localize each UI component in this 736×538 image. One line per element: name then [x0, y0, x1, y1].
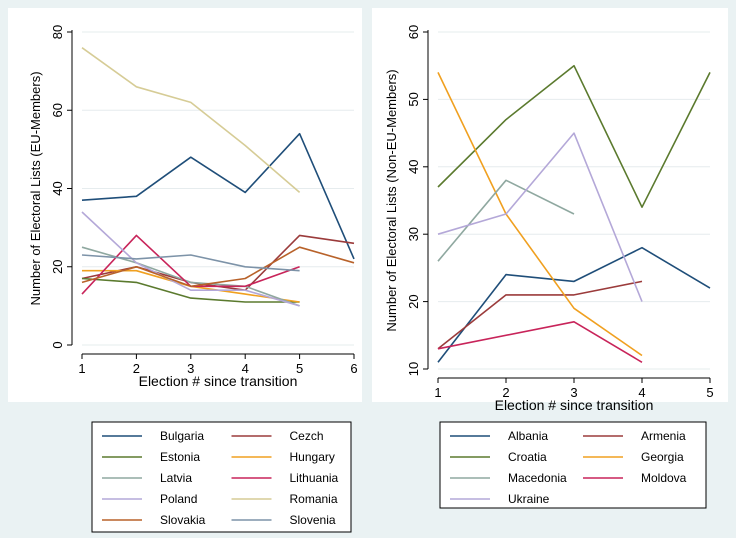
x-tick-label: 3	[187, 361, 194, 376]
legend-label: Macedonia	[508, 471, 567, 485]
series-line-slovakia	[81, 246, 355, 288]
chart-panel-2: 10 20 30 40 50 60 1 2 3 4 5 Election # since transi…	[372, 8, 728, 509]
x-tick-label: 6	[350, 361, 357, 376]
x-tick-label: 1	[78, 361, 85, 376]
chart-panel-1: 0 20 40 60 80 1 2 3 4 5 6 Election # since transiti…	[8, 8, 362, 533]
series-line-moldova	[437, 320, 643, 363]
legend-label: Croatia	[508, 450, 547, 464]
x-tick-label: 4	[242, 361, 249, 376]
series-line-ukraine	[437, 132, 643, 302]
x-tick-label: 2	[133, 361, 140, 376]
legend-label: Bulgaria	[160, 429, 204, 443]
y-tick-label: 30	[406, 227, 421, 241]
series-line-macedonia	[437, 179, 575, 262]
y-axis-title: Number of Electoral Lists (EU-Members)	[28, 71, 43, 305]
legend-label: Armenia	[641, 429, 686, 443]
y-tick-label: 50	[406, 92, 421, 106]
legend-label: Poland	[160, 492, 197, 506]
legend-label: Latvia	[160, 471, 192, 485]
x-axis-title: Election # since transition	[495, 397, 654, 413]
legend-label: Ukraine	[508, 492, 550, 506]
series-line-poland	[81, 211, 300, 307]
series-line-croatia	[437, 64, 711, 208]
y-tick-label: 10	[406, 362, 421, 376]
x-tick-label: 1	[434, 385, 441, 400]
x-tick-label: 5	[706, 385, 713, 400]
series-line-armenia	[437, 280, 643, 350]
y-tick-label: 60	[406, 25, 421, 39]
y-tick-label: 80	[50, 25, 65, 39]
series-line-estonia	[81, 277, 300, 303]
legend-label: Albania	[508, 429, 548, 443]
series-line-albania	[437, 246, 711, 363]
panel-background	[8, 8, 362, 402]
y-tick-label: 40	[406, 160, 421, 174]
legend-label: Romania	[290, 492, 338, 506]
x-axis-title: Election # since transition	[139, 373, 298, 389]
legend-label: Lithuania	[290, 471, 339, 485]
legend-label: Moldova	[641, 471, 687, 485]
series-line-romania	[81, 47, 301, 194]
legend-label: Slovakia	[160, 513, 206, 527]
series-line-bulgaria	[81, 132, 355, 260]
series-line-georgia	[437, 72, 643, 357]
x-tick-label: 5	[296, 361, 303, 376]
legend-label: Cezch	[290, 429, 324, 443]
y-tick-label: 20	[50, 260, 65, 274]
x-tick-label: 3	[570, 385, 577, 400]
y-tick-label: 60	[50, 103, 65, 117]
y-tick-label: 20	[406, 294, 421, 308]
y-tick-label: 0	[50, 341, 65, 348]
legend-label: Hungary	[290, 450, 335, 464]
x-tick-label: 2	[502, 385, 509, 400]
series-line-slovenia	[81, 254, 300, 272]
panel-background	[372, 8, 728, 402]
y-axis-title: Number of Electoral Lists (Non-EU-Member…	[384, 69, 399, 331]
y-tick-label: 40	[50, 181, 65, 195]
x-tick-label: 4	[638, 385, 645, 400]
legend-label: Slovenia	[290, 513, 336, 527]
legend-label: Estonia	[160, 450, 200, 464]
legend-box	[91, 421, 352, 533]
legend-label: Georgia	[641, 450, 684, 464]
